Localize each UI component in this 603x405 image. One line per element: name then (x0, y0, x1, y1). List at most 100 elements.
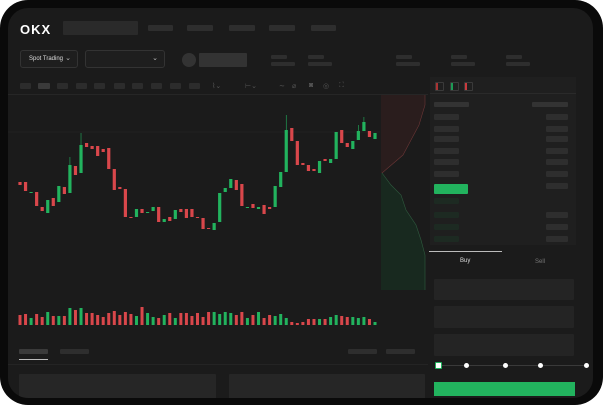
chevron-down-icon: ⌄ (152, 55, 158, 62)
slider-step-50[interactable] (503, 363, 508, 368)
volume-bar (345, 317, 349, 325)
order-book-bids-icon[interactable] (450, 82, 459, 91)
info-card (229, 374, 425, 398)
timeframe-button[interactable] (76, 83, 87, 89)
candle-down (90, 146, 94, 149)
camera-icon[interactable]: ◙ (309, 82, 314, 89)
settings-icon[interactable]: ◎ (323, 83, 330, 90)
volume-bar (351, 317, 355, 325)
timeframe-button[interactable] (170, 83, 181, 89)
okx-logo[interactable]: OKX (20, 22, 52, 37)
candle-up (334, 132, 338, 159)
bid-price (434, 224, 459, 230)
candle-up (273, 186, 277, 207)
candle-up (79, 145, 83, 173)
candlestick-chart[interactable] (8, 8, 440, 340)
volume-bar (295, 323, 299, 325)
volume-bar (118, 315, 122, 325)
ask-price (434, 114, 459, 120)
candle-down (107, 148, 111, 169)
line-icon[interactable]: ∼ (279, 83, 285, 90)
tab-open-orders[interactable] (19, 349, 48, 354)
search-bar[interactable] (63, 21, 138, 35)
tab-sell[interactable]: Sell (535, 259, 546, 265)
volume-bar (218, 314, 222, 325)
volume-bar (229, 313, 233, 325)
price-input[interactable] (434, 279, 574, 300)
indicator-icon[interactable]: ⊢⌄ (245, 83, 257, 90)
fullscreen-icon[interactable]: ⛶ (339, 82, 344, 89)
volume-bar (73, 310, 77, 325)
candle-down (129, 217, 133, 218)
timeframe-button[interactable] (151, 83, 162, 89)
volume-bar (24, 314, 28, 325)
price-placeholder (199, 53, 247, 67)
pair-select[interactable]: ⌄ (85, 50, 165, 68)
volume-bar (201, 317, 205, 325)
nav-item[interactable] (148, 25, 173, 31)
candle-up (351, 141, 355, 149)
candle-up (223, 188, 227, 192)
volume-bar (223, 312, 227, 325)
volume-bar (173, 318, 177, 325)
candle-down (18, 182, 22, 185)
volume-bar (207, 312, 211, 325)
coin-icon (182, 53, 196, 67)
slider-handle[interactable] (435, 362, 442, 369)
filter-button[interactable] (386, 349, 415, 354)
timeframe-button[interactable] (114, 83, 125, 89)
amount-input[interactable] (434, 306, 574, 328)
candle-down (340, 130, 344, 143)
volume-bar (51, 316, 55, 325)
ask-price (434, 148, 459, 154)
tab-buy[interactable]: Buy (460, 258, 471, 264)
slider-step-75[interactable] (538, 363, 543, 368)
nav-item[interactable] (311, 25, 336, 31)
candle-down (206, 228, 211, 229)
amount-slider-track[interactable] (440, 365, 588, 366)
nav-item[interactable] (269, 25, 295, 31)
timeframe-button[interactable] (94, 83, 105, 89)
candle-down (345, 143, 349, 147)
divider (8, 364, 428, 365)
nav-item[interactable] (229, 25, 255, 31)
tab-order-history[interactable] (60, 349, 89, 354)
timeframe-button[interactable] (20, 83, 31, 89)
ask-amount (546, 114, 568, 120)
bid-depth-area (381, 173, 425, 290)
candle-up (373, 133, 377, 139)
candle-down (201, 218, 205, 229)
candle-up (362, 122, 366, 131)
ask-depth-line (381, 95, 426, 174)
slider-step-25[interactable] (464, 363, 469, 368)
volume-bar (140, 307, 144, 325)
timeframe-button[interactable] (57, 83, 68, 89)
volume-bar (268, 315, 272, 325)
filter-button[interactable] (348, 349, 377, 354)
candle-down (195, 217, 200, 218)
timeframe-button[interactable] (189, 83, 200, 89)
slider-step-100[interactable] (584, 363, 589, 368)
market-select[interactable]: Spot Trading ⌄ (20, 50, 78, 68)
candle-down (290, 128, 294, 141)
order-book-asks-icon[interactable] (464, 82, 473, 91)
candle-down (184, 209, 189, 218)
ask-price (434, 159, 459, 165)
volume-bar (301, 322, 305, 325)
total-input[interactable] (434, 334, 574, 356)
candle-down (101, 149, 105, 152)
candle-type-icon[interactable]: ⌇⌄ (212, 83, 222, 90)
timeframe-button[interactable] (132, 83, 143, 89)
tab-underline (429, 251, 502, 252)
buy-button[interactable] (434, 382, 575, 396)
candle-down (306, 165, 311, 171)
candle-up (218, 193, 222, 222)
volume-bar (62, 316, 66, 325)
candle-down (112, 169, 116, 190)
candle-down (40, 207, 44, 211)
order-book-both-icon[interactable] (435, 82, 444, 91)
divider (430, 93, 576, 94)
ruler-icon[interactable]: ⌀ (292, 83, 297, 90)
nav-item[interactable] (187, 25, 213, 31)
timeframe-button[interactable] (38, 83, 50, 89)
